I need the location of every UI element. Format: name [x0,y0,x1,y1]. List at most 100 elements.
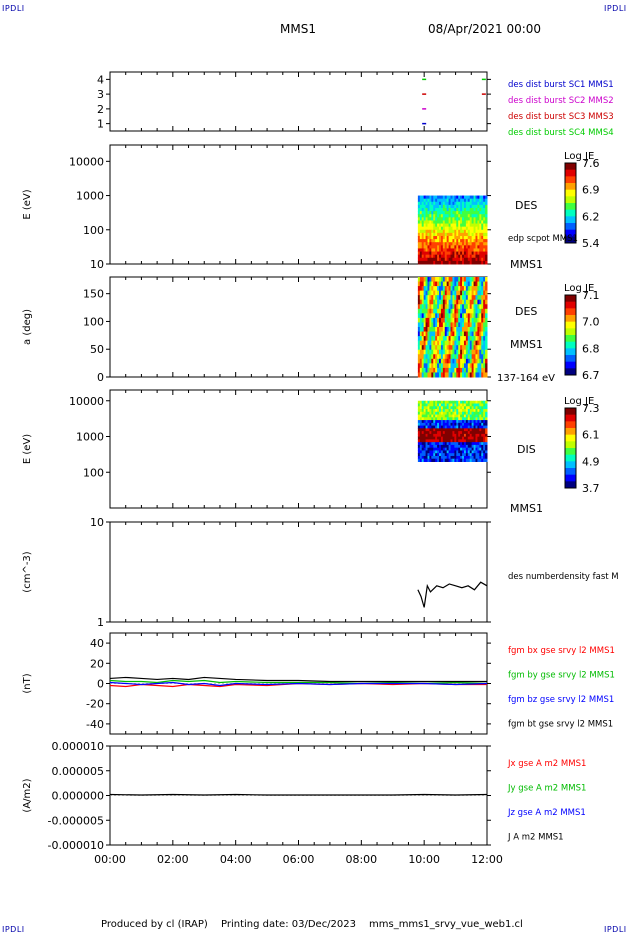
des_energy-cell [481,195,484,200]
des_energy-cell [458,251,461,256]
dis_energy-cell [425,433,428,438]
des_pitch-cell [440,336,444,342]
dis_energy-cell [467,431,471,435]
des_pitch-cell [454,281,457,287]
des_energy-cell [463,239,467,243]
des_energy-cell [425,242,428,246]
des_pitch-cell [469,336,473,342]
dis_energy-cell [446,450,450,454]
des_energy-cell [444,239,448,243]
dis_energy-cell [460,442,463,446]
des_pitch-cell [473,286,476,292]
des_energy-cell [452,239,455,243]
des_energy-colorbar-title: Log JE [564,151,594,162]
dis_energy-cell [485,403,488,407]
des_energy-cell [475,245,478,249]
des_energy-cell [444,226,448,231]
des_pitch-cell [485,304,488,310]
des_energy-cell [417,251,421,256]
des_energy-cell [421,214,425,218]
dis_energy-cell [435,417,438,421]
bfield-ytick-label: -20 [86,698,104,711]
dis_energy-cell [450,447,453,451]
des_pitch-cell [425,281,428,287]
des_pitch-cell [431,304,434,310]
des_energy-cell [479,232,482,237]
dis_energy-cell [485,458,488,462]
des_energy-cell [433,257,436,262]
dis_energy-cell [450,458,453,462]
des_energy-cell [442,223,446,228]
des_pitch-cell [458,331,461,337]
des_energy-cell [481,254,484,259]
des_energy-cell [452,232,455,237]
dis_energy-cell [477,439,480,443]
des_pitch-cell [444,340,448,346]
des_pitch-cell [437,299,440,305]
des_pitch-cell [452,336,455,342]
des_energy-cell [421,195,425,200]
des_pitch-cell [462,317,465,323]
des_pitch-cell [473,331,476,337]
des_pitch-cell [475,340,478,346]
des_pitch-cell [421,372,425,378]
des_pitch-cell [481,308,484,314]
des_energy-cell [421,251,425,256]
des_pitch-cell [454,286,457,292]
des_pitch-cell [435,358,438,364]
dis_energy-cell [440,400,444,405]
des_pitch-cell [425,286,428,292]
dis_energy-cell [429,444,432,449]
des_pitch-cell [475,327,478,333]
des_pitch-cell [425,313,428,319]
des_energy-cell [425,211,428,215]
des_pitch-cell [483,340,486,346]
dis_energy-cell [465,417,469,421]
dis_energy-cell [479,422,482,427]
dis_energy-cell [463,450,467,454]
des_pitch-cell [471,367,475,373]
des_energy-cell [450,232,453,237]
dis_energy-cell [465,409,469,413]
des_energy-cell [473,195,476,200]
des_pitch-cell [483,317,486,323]
dis_energy-cell [465,431,469,435]
des_energy-cell [471,242,475,246]
dis_energy-cell [437,442,440,446]
dis_energy-cell [439,422,442,427]
des_energy-cell [471,201,475,206]
dis_energy-cell [454,431,457,435]
dis_energy-colorbar-step [565,474,576,482]
des_energy-cell [465,239,469,243]
dis_energy-cell [467,425,471,429]
des_energy-cell [448,220,452,225]
des_pitch-cell [467,295,471,301]
des_energy-cell [440,248,444,253]
des_energy-cell [446,235,450,240]
des_pitch-cell [477,358,480,364]
dis_energy-cell [463,400,467,405]
des_energy-cell [439,207,442,212]
des_pitch-cell [419,286,423,292]
des_energy-cell [469,245,473,249]
dis_energy-cell [442,417,446,421]
dis_energy-cell [448,458,452,462]
burst-ytick-label: 3 [97,88,104,101]
des_energy-cell [439,248,442,253]
dis_energy-cell [481,439,484,443]
des_energy-cell [460,204,463,209]
des_pitch-cell [435,367,438,373]
des_energy-cell [460,245,463,249]
dis_energy-cell [423,403,427,407]
des_pitch-cell [460,349,463,355]
des_energy-cell [485,204,488,209]
des_energy-cell [442,226,446,231]
dis_energy-cell [435,406,438,410]
time-tick-label: 12:00 [471,853,503,866]
des_energy-cell [450,254,453,259]
dis_energy-cell [431,403,434,407]
des_energy-cell [479,235,482,240]
dis_energy-cell [440,411,444,416]
des_pitch-cell [448,322,452,328]
dis_energy-colorbar-step [565,441,576,449]
